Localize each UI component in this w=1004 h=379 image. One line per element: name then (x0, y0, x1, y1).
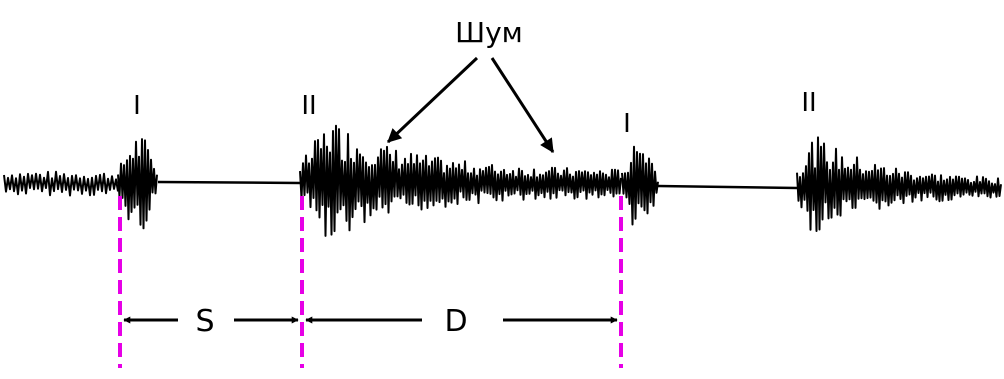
wave-s2-murmur (299, 124, 622, 237)
wave-systole-2 (657, 184, 798, 190)
label-interval-d: D (444, 304, 467, 339)
label-interval-s: S (195, 304, 214, 339)
label-noise: Шум (455, 16, 523, 49)
wave-systole-1 (157, 180, 301, 185)
noise-arrow-right (490, 57, 555, 153)
label-sound-2-first: II (301, 91, 316, 121)
label-sound-1-second: I (623, 109, 631, 139)
label-sound-1-first: I (133, 91, 141, 121)
wave-s2-burst-2 (796, 136, 1002, 232)
wave-s1-burst-1 (117, 138, 158, 230)
waveform-trace (3, 124, 1002, 237)
wave-lead-noise (3, 170, 119, 197)
noise-arrow-left (386, 56, 479, 144)
wave-s1-burst-2 (621, 145, 659, 226)
label-sound-2-second: II (801, 88, 816, 118)
